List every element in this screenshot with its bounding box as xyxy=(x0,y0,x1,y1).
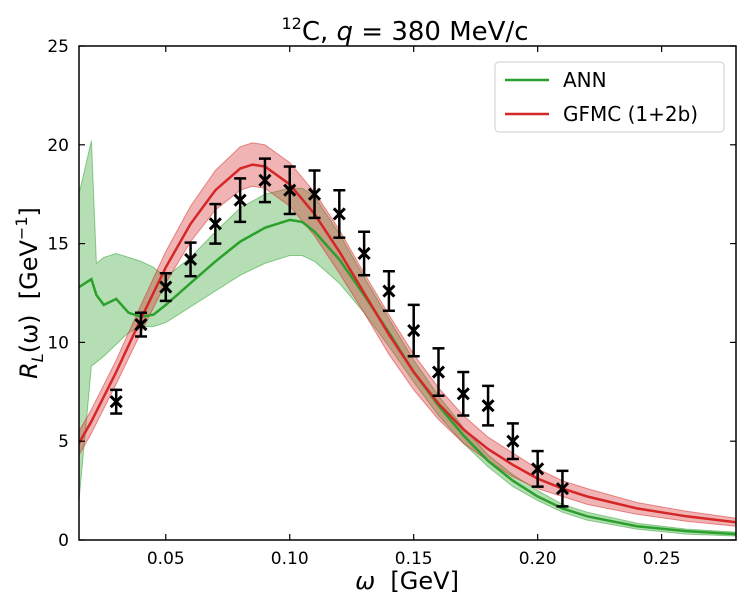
data-point xyxy=(456,370,470,417)
data-points xyxy=(109,157,570,508)
data-point xyxy=(555,469,570,508)
data-point xyxy=(134,311,148,338)
legend-box xyxy=(494,61,725,133)
y-tick-label: 20 xyxy=(47,136,69,156)
data-point xyxy=(184,241,198,278)
x-marker xyxy=(109,395,123,409)
data-point xyxy=(159,271,173,303)
x-axis-title: ω [GeV] xyxy=(355,567,459,595)
y-tick-label: 25 xyxy=(47,37,69,57)
x-axis-unit: [GeV] xyxy=(375,567,459,595)
series-lines xyxy=(79,163,736,536)
data-point xyxy=(431,347,446,398)
data-point xyxy=(332,188,346,239)
y-axis-title: RL(ω) [GeV−1] xyxy=(12,207,47,379)
legend-gfmc-label: GFMC (1+2b) xyxy=(563,102,698,126)
x-marker xyxy=(555,482,570,496)
x-tick-label: 0.10 xyxy=(271,549,309,569)
title-mass-number: 12 xyxy=(281,14,301,33)
legend-ann-label: ANN xyxy=(563,68,607,92)
x-marker xyxy=(357,246,371,261)
y-axis-ticks: 0 5 10 15 20 25 xyxy=(47,37,736,551)
x-marker xyxy=(258,173,272,187)
y-tick-label: 10 xyxy=(47,333,69,353)
data-point xyxy=(307,169,322,220)
ann-band xyxy=(79,140,736,537)
data-point xyxy=(506,422,520,461)
x-marker xyxy=(159,280,173,294)
ann-line xyxy=(79,218,736,536)
data-point xyxy=(109,388,123,415)
x-marker xyxy=(531,462,545,476)
title-q-value: = 380 MeV/c xyxy=(353,17,528,47)
x-marker xyxy=(184,252,198,266)
y-tick-label: 0 xyxy=(58,531,69,551)
data-point xyxy=(357,230,371,277)
uncertainty-bands xyxy=(79,140,736,537)
x-tick-label: 0.20 xyxy=(519,549,557,569)
gfmc-1-2b-line xyxy=(79,163,736,524)
x-tick-label: 0.25 xyxy=(643,549,681,569)
x-axis-symbol: ω xyxy=(355,567,375,595)
x-marker xyxy=(481,399,495,413)
y-axis-arg: (ω) [GeV xyxy=(15,239,43,353)
x-tick-label: 0.05 xyxy=(147,549,185,569)
plot-frame xyxy=(78,45,737,541)
x-marker xyxy=(456,387,470,401)
y-axis-close: ] xyxy=(15,207,43,216)
data-point xyxy=(531,449,545,488)
gfmc-1-2b-band xyxy=(79,142,736,527)
x-marker xyxy=(208,217,222,231)
x-marker xyxy=(307,187,322,201)
x-marker xyxy=(506,434,520,448)
x-marker xyxy=(407,323,421,338)
data-point xyxy=(258,157,272,204)
y-axis-subscript: L xyxy=(28,353,47,362)
x-marker xyxy=(134,318,148,332)
x-marker xyxy=(382,284,396,298)
x-marker xyxy=(283,183,297,197)
title-q-symbol: q xyxy=(337,17,354,47)
y-tick-label: 15 xyxy=(47,235,69,255)
data-point xyxy=(481,384,495,427)
plot-area xyxy=(79,140,736,537)
x-marker xyxy=(431,365,446,379)
data-point xyxy=(283,165,297,216)
y-tick-label: 5 xyxy=(58,432,69,452)
title-nucleus: C, xyxy=(302,17,337,47)
y-axis-exponent: −1 xyxy=(12,216,31,240)
data-point xyxy=(382,270,396,313)
chart-title: 12C, q = 380 MeV/c xyxy=(281,14,528,47)
legend: ANN GFMC (1+2b) xyxy=(494,61,725,133)
data-point xyxy=(208,202,222,245)
data-point xyxy=(407,303,421,358)
x-marker xyxy=(332,207,346,221)
x-marker xyxy=(233,193,247,207)
data-point xyxy=(233,177,247,224)
x-tick-label: 0.15 xyxy=(395,549,433,569)
y-axis-symbol: R xyxy=(15,362,43,379)
x-axis-ticks: 0.05 0.10 0.15 0.20 0.25 xyxy=(147,46,681,569)
